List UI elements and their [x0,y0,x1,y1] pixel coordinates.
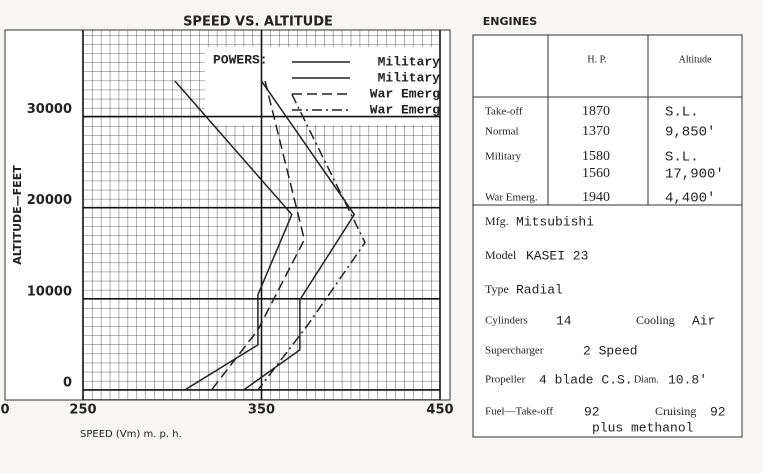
value: KASEI 23 [526,248,588,263]
x-axis-title: SPEED (Vm) m. p. h. [80,429,182,440]
table-title: ENGINES [483,15,538,28]
value: Radial [516,282,563,297]
value: Air [692,313,715,328]
corner-label: 0 [0,403,9,418]
value: 14 [556,313,572,328]
y-tick-label: 0 [63,375,72,390]
cell: 9,850' [665,125,715,141]
cell: S.L. [665,105,699,121]
note: plus methanol [592,420,694,435]
legend-title: POWERS: [213,52,268,67]
x-tick-label: 350 [248,403,275,418]
row-label: Normal [485,126,519,138]
value: Mitsubishi [516,214,594,229]
col-header: Altitude [679,54,712,65]
x-tick-label: 450 [426,403,453,418]
series-line [257,93,366,391]
value: 92 [584,404,600,419]
cell: 1370 [582,124,610,139]
legend-label: War Emerg [370,102,440,117]
label: Model [485,248,517,262]
label: Cruising [655,404,696,418]
cell: 17,900' [665,167,724,183]
series-line [210,80,306,391]
series-line [243,80,356,391]
row-label: War Emerg. [485,192,538,204]
table-frame [472,34,743,438]
series-line [174,80,293,391]
label: Fuel—Take-off [485,406,553,418]
x-tick-label: 250 [69,403,96,418]
value: 4 blade C.S. [539,372,633,387]
legend-label: Military [378,70,441,85]
value: 10.8' [668,372,707,387]
chart-title: SPEED VS. ALTITUDE [183,15,333,30]
legend-label: War Emerg [370,86,440,101]
cell: 4,400' [665,191,715,207]
label: Supercharger [485,345,544,357]
row-label: Take-off [485,106,523,118]
label: Cooling [636,313,675,327]
label: Diam. [634,374,659,385]
value: 92 [710,404,726,419]
cell: 1580 [582,149,610,164]
y-tick-label: 10000 [27,284,72,299]
y-tick-label: 30000 [27,102,72,117]
col-header: H. P. [587,54,606,65]
cell: 1940 [582,190,610,205]
row-label: Military [485,151,522,163]
label: Cylinders [485,315,528,327]
value: 2 Speed [583,343,638,358]
cell: S.L. [665,150,699,166]
cell: 1870 [582,104,610,119]
y-axis-title: ALTITUDE—FEET [11,165,24,265]
legend-label: Military [378,54,441,69]
cell: 1560 [582,166,610,181]
label: Type [485,282,509,296]
legend-box [205,47,445,125]
label: Propeller [485,374,526,386]
label: Mfg. [485,214,509,228]
y-tick-label: 20000 [27,193,72,208]
